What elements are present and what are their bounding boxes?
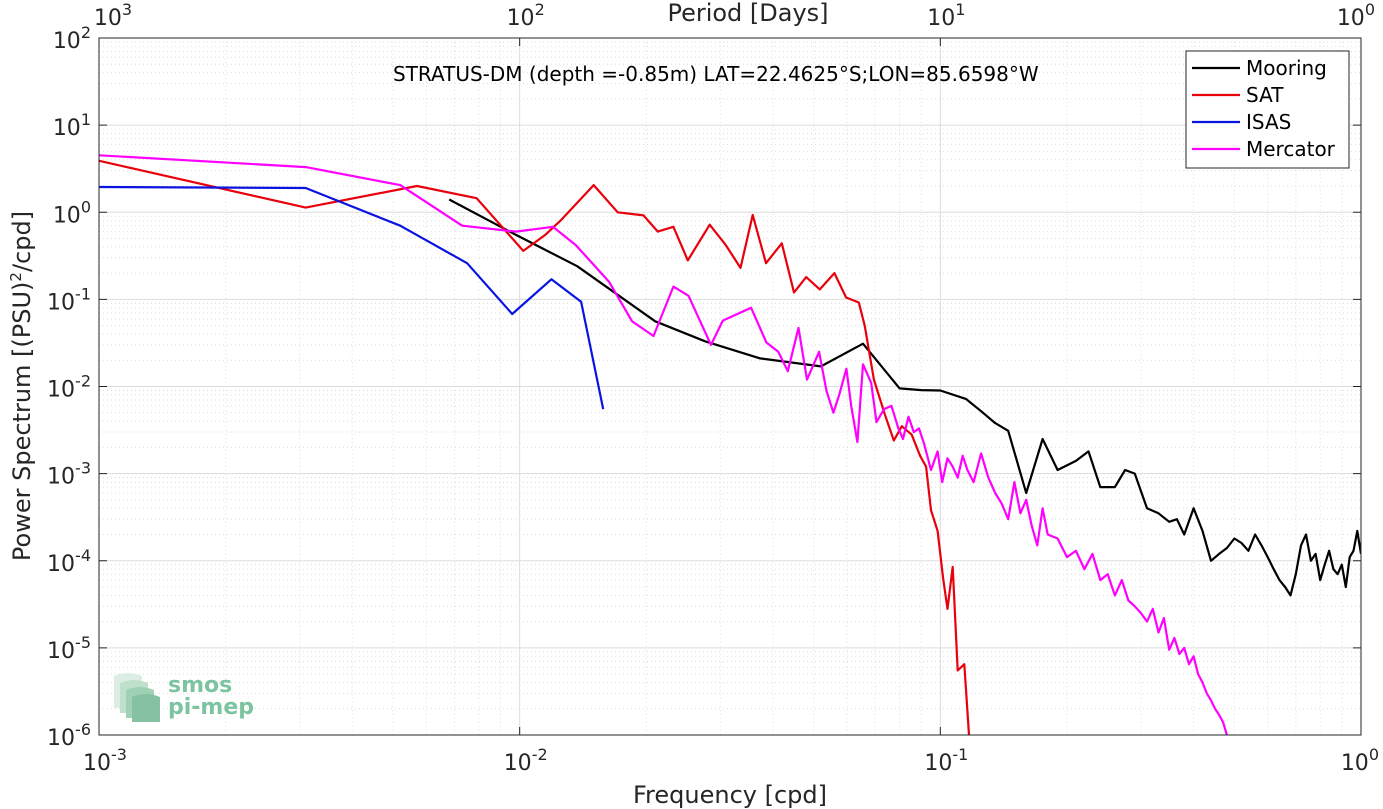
y-tick-label: 10-3 bbox=[47, 459, 91, 490]
series-line-mooring bbox=[448, 198, 1361, 597]
y-axis-label: Power Spectrum [(PSU)2/cpd] bbox=[7, 211, 36, 561]
logo-text-pimep: pi-mep bbox=[168, 695, 254, 720]
y-tick-label: 10-4 bbox=[47, 546, 91, 577]
x-axis-label: Frequency [cpd] bbox=[633, 781, 827, 809]
y-tick-label: 10-2 bbox=[47, 372, 91, 403]
y-tick-label: 101 bbox=[53, 110, 91, 141]
series-line-isas bbox=[99, 185, 605, 410]
legend-label-isas: ISAS bbox=[1246, 110, 1291, 134]
legend-label-mercator: Mercator bbox=[1246, 137, 1336, 161]
series-line-sat bbox=[99, 159, 971, 735]
x-tick-label: 10-2 bbox=[504, 745, 548, 776]
y-tick-label: 10-6 bbox=[47, 720, 91, 751]
top-tick-label: 101 bbox=[927, 0, 965, 31]
smos-logo: smos pi-mep bbox=[114, 673, 254, 722]
y-tick-label: 102 bbox=[53, 23, 91, 54]
logo-text-smos: smos bbox=[168, 673, 232, 698]
top-tick-label: 103 bbox=[94, 0, 132, 31]
x-tick-label: 10-3 bbox=[83, 745, 127, 776]
legend: Mooring SAT ISAS Mercator bbox=[1185, 50, 1350, 169]
y-tick-label: 100 bbox=[53, 197, 91, 228]
top-tick-label: 102 bbox=[507, 0, 545, 31]
y-tick-label: 10-5 bbox=[47, 633, 91, 664]
top-tick-label: 100 bbox=[1337, 0, 1375, 31]
y-tick-label: 10-1 bbox=[47, 284, 91, 315]
chart-title: STRATUS-DM (depth =-0.85m) LAT=22.4625°S… bbox=[393, 62, 1039, 86]
smos-logo-icon bbox=[114, 673, 160, 722]
legend-label-mooring: Mooring bbox=[1246, 56, 1327, 80]
top-axis-label: Period [Days] bbox=[667, 0, 828, 27]
x-tick-label: 100 bbox=[1341, 745, 1379, 776]
y-axis-label-tail: /cpd] bbox=[8, 211, 36, 272]
series-line-mercator bbox=[99, 154, 1228, 735]
y-axis-label-sup: 2 bbox=[7, 272, 25, 282]
grid bbox=[98, 38, 1361, 736]
x-tick-label: 10-1 bbox=[924, 745, 968, 776]
series-layer bbox=[99, 154, 1361, 735]
y-axis-label-main: Power Spectrum [(PSU) bbox=[8, 282, 36, 561]
legend-label-sat: SAT bbox=[1246, 83, 1284, 107]
